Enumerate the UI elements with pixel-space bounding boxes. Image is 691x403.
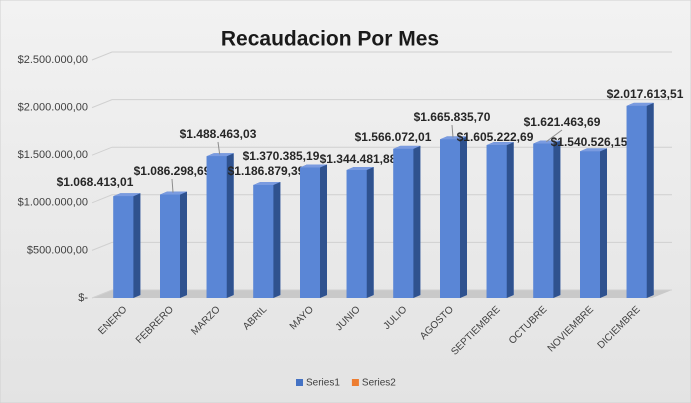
legend-swatch (351, 379, 359, 386)
bar-top (206, 153, 234, 157)
bar-top (533, 140, 561, 144)
bar-top (160, 191, 187, 195)
leader-line (546, 129, 563, 143)
bar-front (113, 196, 134, 298)
data-label: $1.665.835,70 (414, 110, 491, 124)
y-tick-label: $- (78, 292, 88, 304)
bar-front (346, 170, 367, 298)
bar-top (486, 142, 514, 146)
data-label: $1.068.413,01 (57, 175, 134, 189)
data-label: $2.017.613,51 (607, 87, 684, 101)
grid-line (91, 99, 672, 109)
bar-front (580, 151, 600, 298)
bar-front (393, 148, 414, 298)
y-tick-label: $2.500.000,00 (18, 54, 88, 66)
bar-top (440, 136, 467, 140)
leader-line (171, 178, 174, 193)
bar-side (413, 145, 421, 298)
grid-line (91, 241, 672, 251)
legend-label: Series1 (306, 378, 340, 389)
bar-side (366, 167, 374, 298)
bar-side (460, 136, 467, 298)
bar-top (393, 145, 421, 149)
leader-line (451, 124, 454, 138)
bar-side (553, 140, 561, 298)
bar-side (320, 164, 327, 298)
bar-top (346, 167, 374, 171)
legend-label: Series2 (362, 378, 396, 389)
y-tick-label: $2.000.000,00 (18, 102, 88, 114)
y-tick-label: $1.500.000,00 (18, 149, 88, 161)
grid-line (91, 51, 672, 61)
leader-line (217, 141, 221, 155)
bar-front (206, 156, 227, 298)
y-tick-label: $500.000,00 (27, 244, 88, 256)
data-label: $1.086.298,69 (134, 164, 211, 178)
bar-side (226, 153, 234, 298)
grid-line (91, 194, 672, 204)
y-tick-label: $1.000.000,00 (18, 197, 88, 209)
data-label: $1.540.526,15 (551, 135, 628, 149)
bar-front (440, 139, 460, 298)
bar-front (626, 105, 647, 299)
bar-top (253, 182, 281, 186)
bar-side (646, 102, 654, 299)
bar-top (626, 102, 654, 106)
data-label: $1.488.463,03 (180, 127, 257, 141)
data-label: $1.621.463,69 (524, 115, 601, 129)
bar-top (113, 193, 141, 197)
bar-side (600, 148, 607, 298)
bar-top (580, 148, 607, 152)
data-label: $1.344.481,88 (320, 152, 397, 166)
bar-side (180, 191, 187, 298)
bar-front (533, 143, 554, 298)
grid-line (91, 289, 672, 299)
bar-side (133, 193, 141, 298)
bar-side (273, 182, 281, 298)
chart-title: Recaudacion Por Mes (221, 28, 439, 51)
data-label: $1.186.879,39 (228, 164, 305, 178)
legend-swatch (296, 379, 303, 386)
bar-front (160, 194, 180, 298)
data-label: $1.370.385,19 (243, 149, 320, 163)
bar-front (300, 167, 320, 298)
bar-front (253, 185, 274, 298)
grid-line (91, 146, 672, 156)
bar-top (300, 164, 327, 168)
floor (92, 290, 672, 298)
data-label: $1.605.222,69 (457, 130, 534, 144)
data-label: $1.566.072,01 (355, 130, 432, 144)
bar-side (506, 142, 514, 298)
bar-front (486, 145, 507, 298)
